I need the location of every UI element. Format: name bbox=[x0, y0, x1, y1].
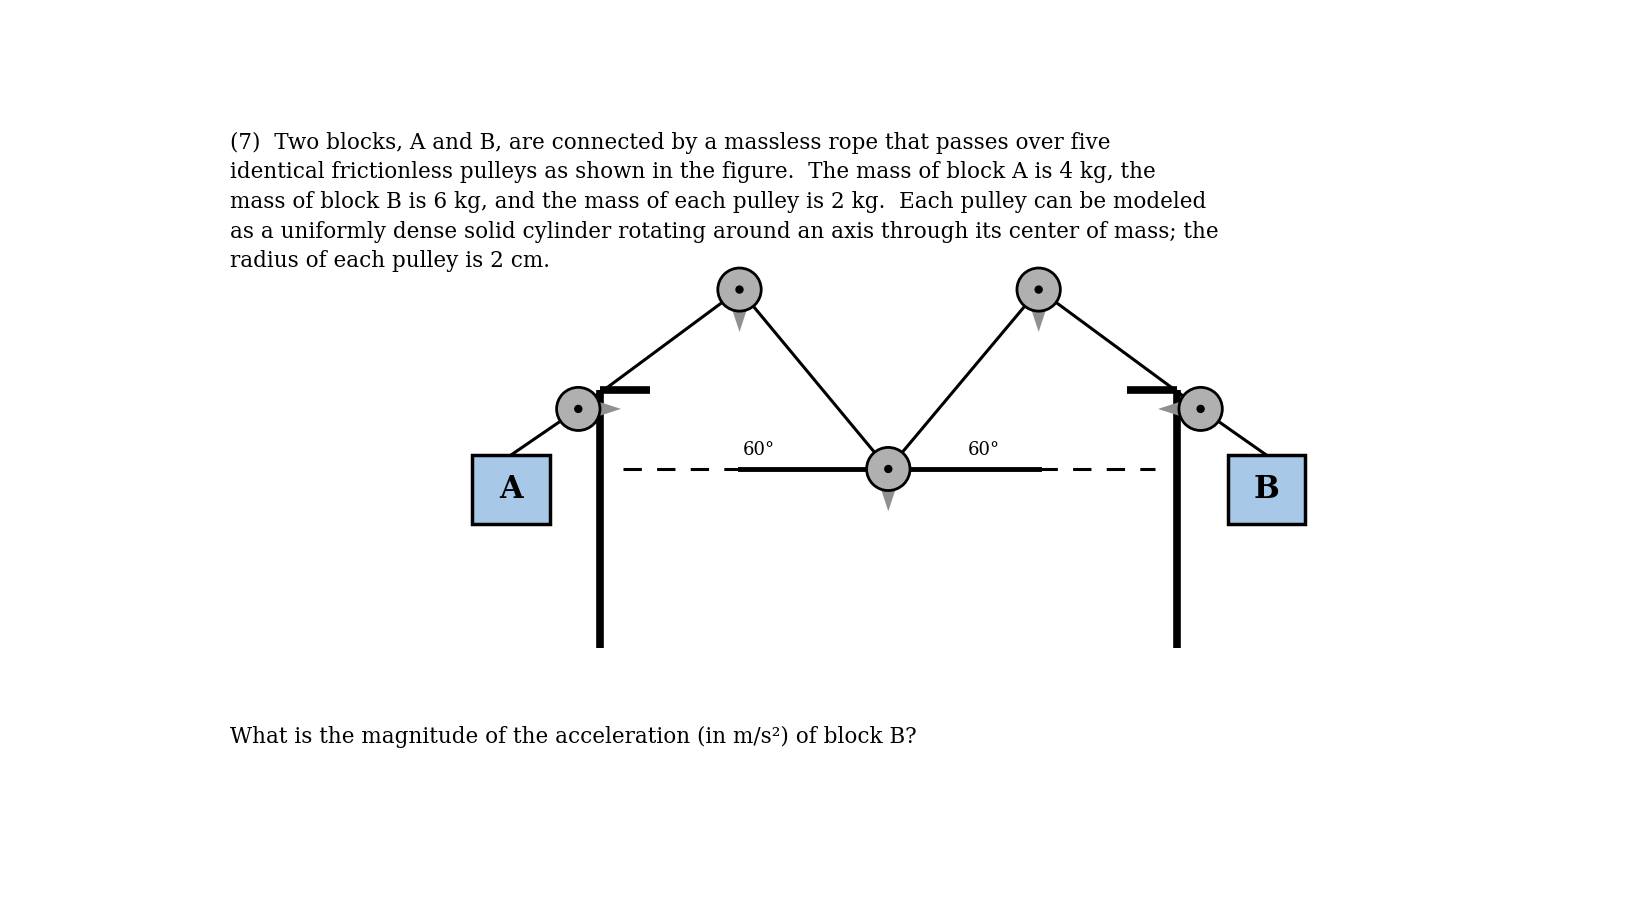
Text: A: A bbox=[500, 475, 523, 505]
Circle shape bbox=[735, 286, 744, 293]
Circle shape bbox=[867, 447, 911, 490]
Circle shape bbox=[1017, 268, 1060, 311]
Text: B: B bbox=[1253, 475, 1279, 505]
Text: What is the magnitude of the acceleration (in m/s²) of block B?: What is the magnitude of the acceleratio… bbox=[229, 726, 916, 748]
Circle shape bbox=[1035, 286, 1042, 293]
Polygon shape bbox=[726, 289, 753, 332]
Circle shape bbox=[717, 268, 762, 311]
Bar bbox=[1228, 455, 1305, 524]
Circle shape bbox=[557, 387, 600, 431]
Circle shape bbox=[1179, 387, 1222, 431]
Text: 60°: 60° bbox=[742, 441, 775, 459]
Circle shape bbox=[1197, 406, 1204, 412]
Polygon shape bbox=[875, 469, 903, 511]
Text: 60°: 60° bbox=[968, 441, 1001, 459]
Circle shape bbox=[885, 465, 891, 473]
Polygon shape bbox=[1025, 289, 1053, 332]
Polygon shape bbox=[578, 395, 621, 423]
Bar bbox=[472, 455, 550, 524]
Circle shape bbox=[575, 406, 581, 412]
Polygon shape bbox=[1158, 395, 1201, 423]
Text: (7)  Two blocks, A and B, are connected by a massless rope that passes over five: (7) Two blocks, A and B, are connected b… bbox=[229, 131, 1219, 273]
